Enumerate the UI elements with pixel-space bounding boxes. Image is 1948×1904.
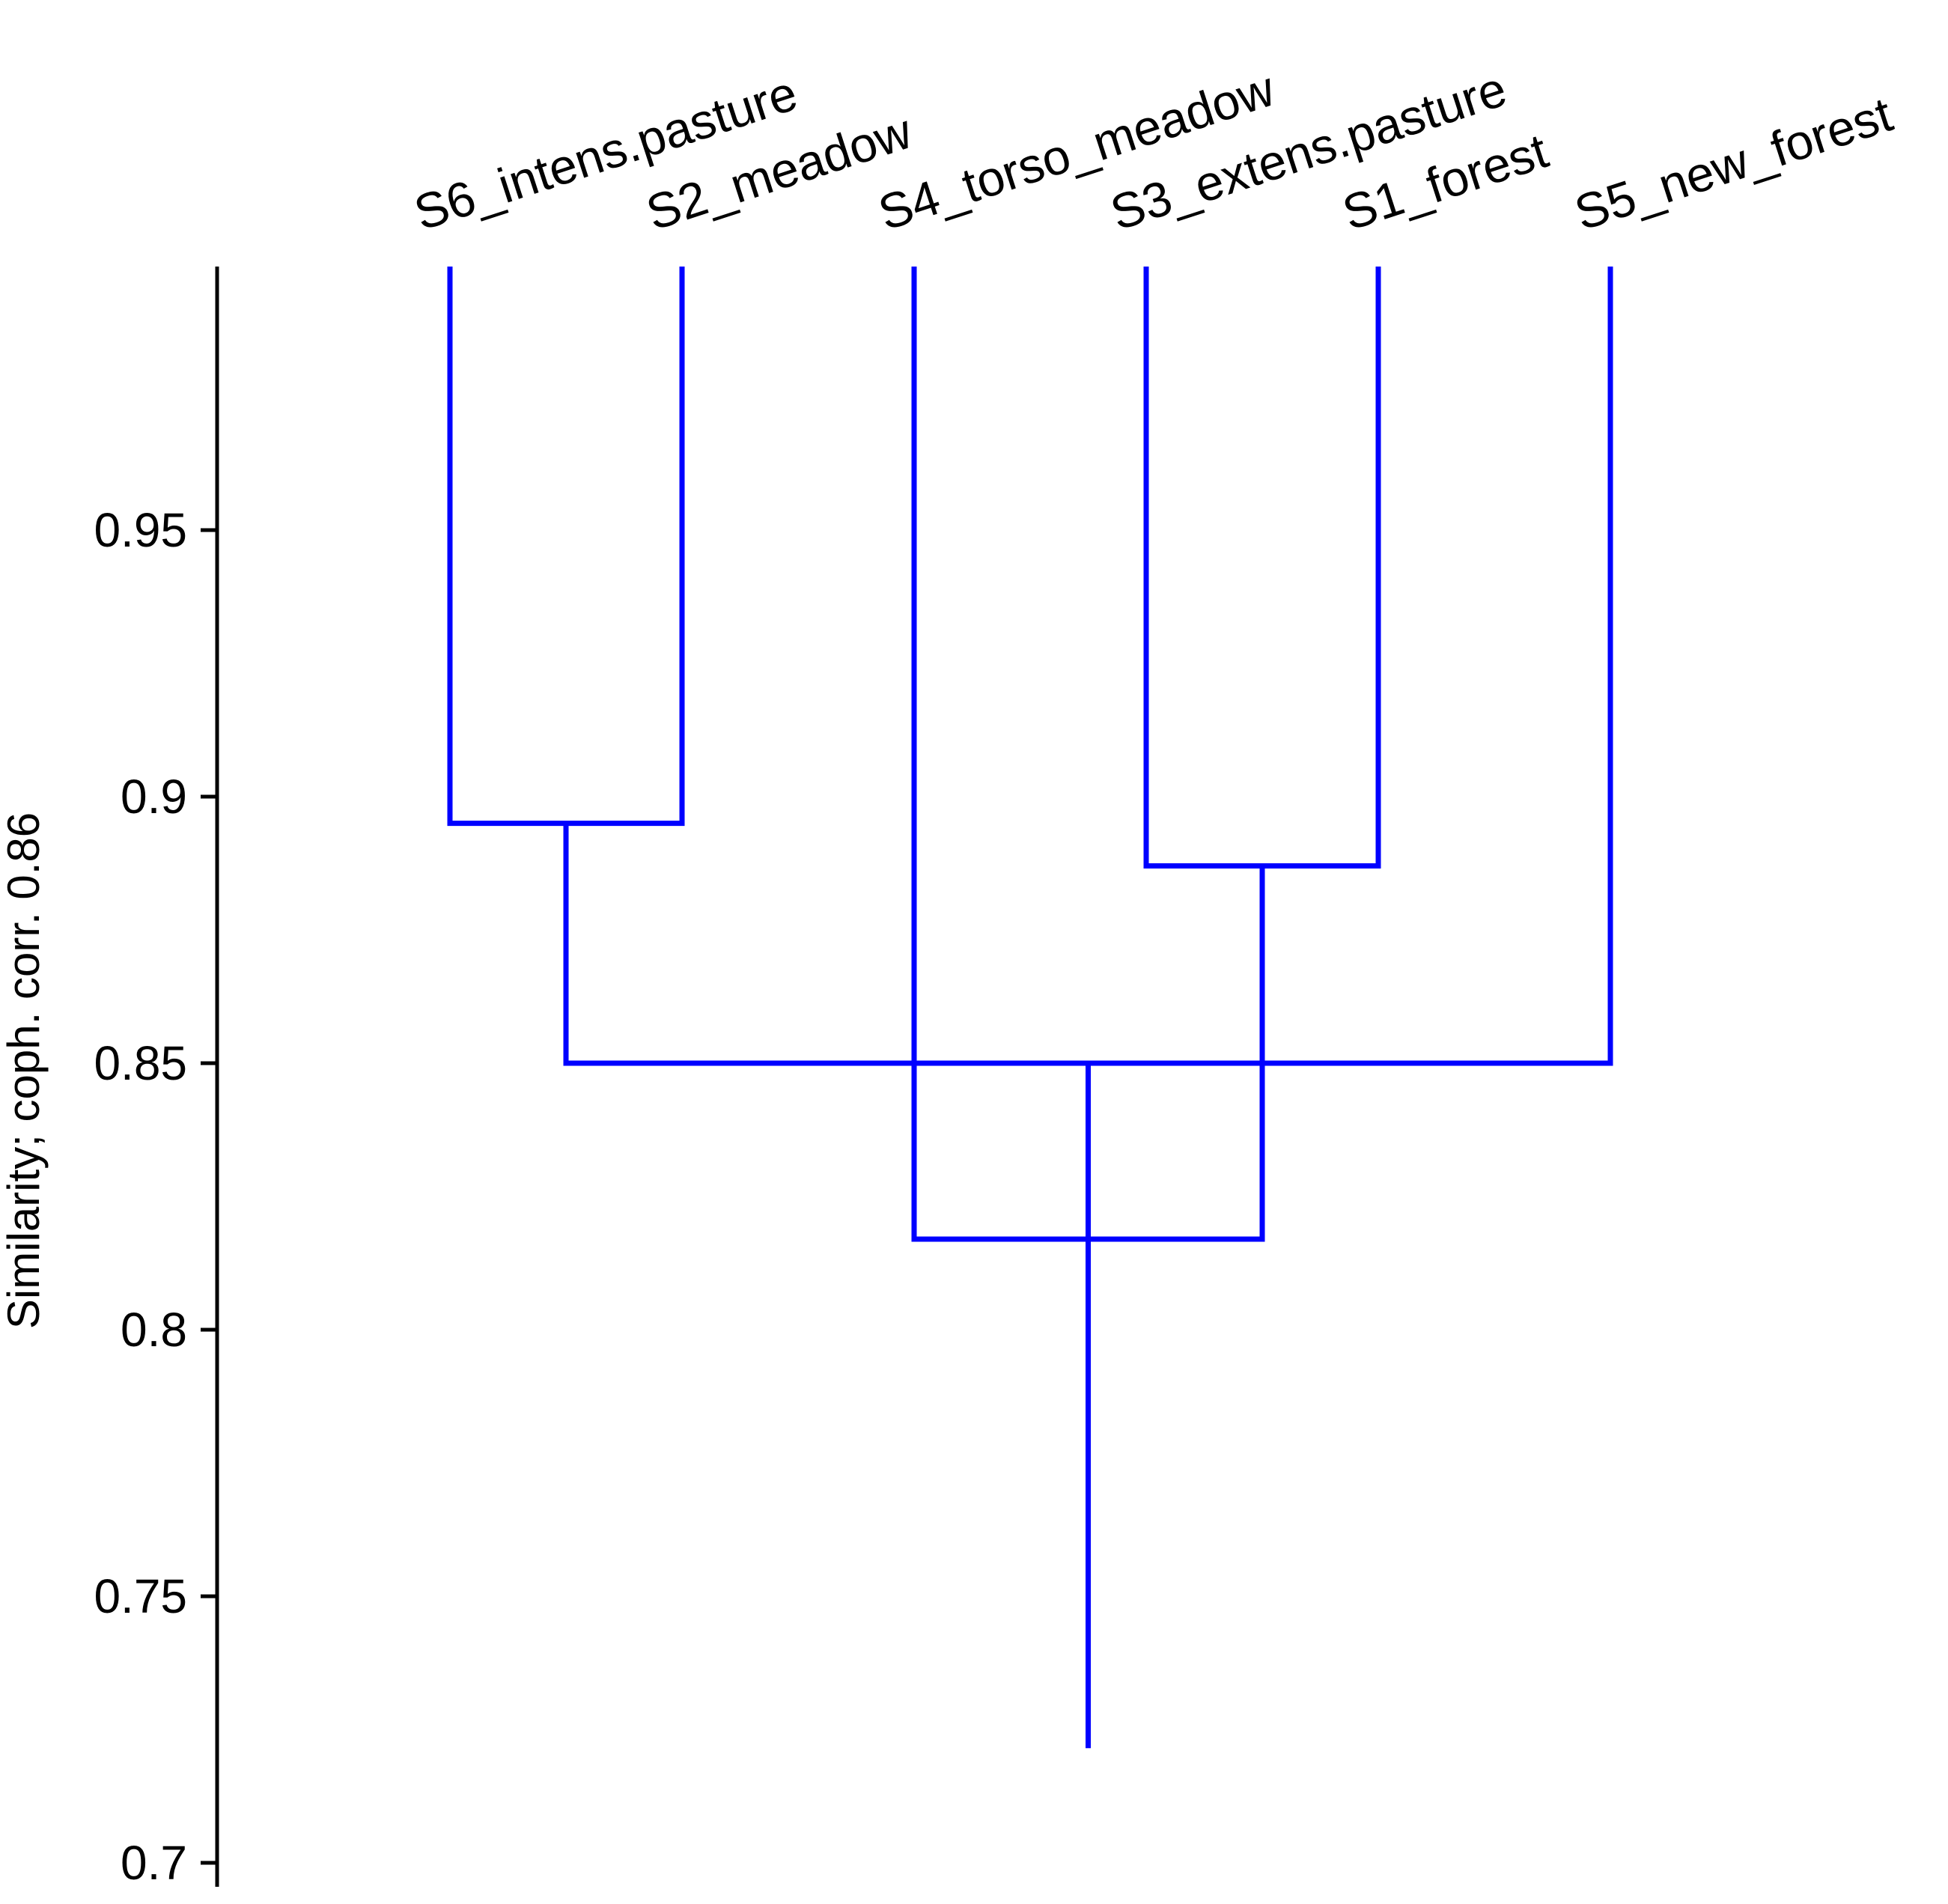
leaf-labels: S6_intens.pastureS2_meadowS4_torso_meado…: [407, 61, 1899, 241]
dendrogram-tree: [447, 267, 1613, 1748]
leaf-label: S6_intens.pasture: [407, 65, 803, 241]
y-tick-label: 0.9: [121, 770, 187, 824]
y-axis-title: Similarity; coph. corr. 0.86: [0, 812, 49, 1329]
y-tick-label: 0.95: [94, 503, 187, 557]
y-tick-label: 0.8: [121, 1303, 187, 1357]
y-tick-label: 0.75: [94, 1569, 187, 1623]
y-axis: 0.7 0.75 0.8 0.85 0.9 0.95: [94, 267, 219, 1890]
leaf-label: S5_new_forest: [1568, 86, 1899, 240]
y-tick-label: 0.85: [94, 1036, 187, 1090]
y-tick-label: 0.7: [121, 1836, 187, 1890]
